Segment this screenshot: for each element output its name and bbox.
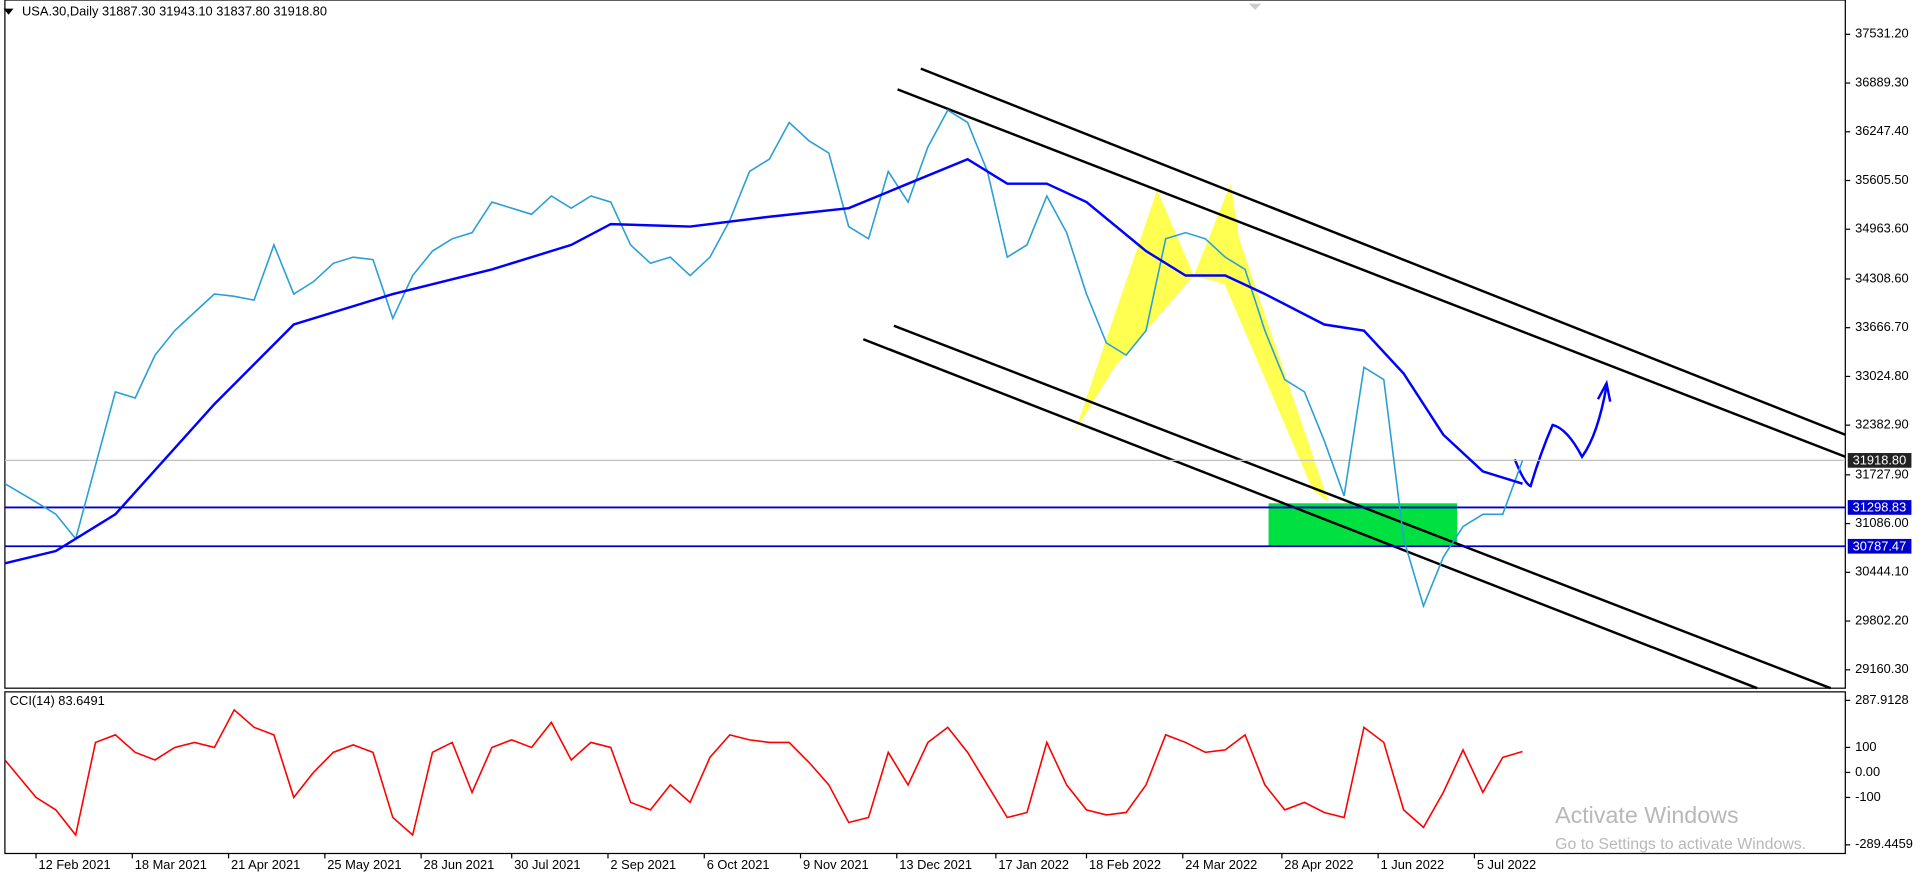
level-label-box xyxy=(1847,538,1912,554)
x-tick-label: 28 Jun 2021 xyxy=(424,857,495,872)
y-tick-label: -100 xyxy=(1855,789,1881,804)
y-tick-label: 37531.20 xyxy=(1855,26,1909,41)
y-tick-label: 33024.80 xyxy=(1855,368,1909,383)
y-tick-label: -289.4459 xyxy=(1855,836,1913,851)
x-tick-label: 12 Feb 2021 xyxy=(38,857,110,872)
last-price-label: 31918.80 xyxy=(1853,452,1907,467)
series-line xyxy=(4,708,1523,837)
channel-line xyxy=(862,338,1758,690)
pattern-left xyxy=(1075,189,1194,432)
level-label-box xyxy=(1847,500,1912,515)
level-label: 31298.83 xyxy=(1853,499,1907,514)
main-frame xyxy=(4,0,1846,689)
plot xyxy=(4,708,1523,837)
level-label: 30787.47 xyxy=(1853,538,1907,553)
y-tick-label: 287.9128 xyxy=(1855,692,1909,707)
x-tick-label: 6 Oct 2021 xyxy=(707,857,770,872)
x-tick-label: 17 Jan 2022 xyxy=(998,857,1069,872)
y-tick-label: 31086.00 xyxy=(1855,515,1909,530)
x-tick-label: 24 Mar 2022 xyxy=(1185,857,1257,872)
watermark-title: Activate Windows xyxy=(1555,802,1738,828)
cci-title: CCI(14) 83.6491 xyxy=(10,693,105,708)
pattern-right xyxy=(1193,183,1329,503)
y-tick-label: 34308.60 xyxy=(1855,270,1909,285)
x-tick-label: 9 Nov 2021 xyxy=(803,857,869,872)
x-tick-label: 28 Apr 2022 xyxy=(1284,857,1353,872)
y-tick-label: 35605.50 xyxy=(1855,172,1909,187)
chart-title: USA.30,Daily 31887.30 31943.10 31837.80 … xyxy=(22,4,327,19)
projection-arrow xyxy=(1513,379,1612,488)
watermark-text: Go to Settings to activate Windows. xyxy=(1555,836,1806,853)
channel-line xyxy=(897,88,1846,458)
series-line xyxy=(4,157,1523,565)
y-tick-label: 30444.10 xyxy=(1855,564,1909,579)
y-tick-label: 29802.20 xyxy=(1855,612,1909,627)
menu-arrow xyxy=(3,8,14,15)
y-tick-label: 33666.70 xyxy=(1855,319,1909,334)
x-tick-label: 21 Apr 2021 xyxy=(231,857,300,872)
x-tick-label: 5 Jul 2022 xyxy=(1477,857,1536,872)
x-tick-label: 18 Mar 2021 xyxy=(135,857,207,872)
y-tick-label: 31727.90 xyxy=(1855,466,1909,481)
x-tick-label: 30 Jul 2021 xyxy=(514,857,580,872)
y-tick-label: 32382.90 xyxy=(1855,417,1909,432)
channel-line xyxy=(920,67,1846,436)
y-tick-label: 0.00 xyxy=(1855,764,1880,779)
scroll-marker xyxy=(1248,3,1262,10)
y-tick-label: 36889.30 xyxy=(1855,74,1909,89)
y-tick-label: 29160.30 xyxy=(1855,661,1909,676)
y-tick-label: 100 xyxy=(1855,739,1876,754)
plot xyxy=(4,109,1846,609)
x-tick-label: 13 Dec 2021 xyxy=(899,857,972,872)
y-tick-label: 36247.40 xyxy=(1855,123,1909,138)
x-tick-label: 25 May 2021 xyxy=(327,857,401,872)
x-tick-label: 1 Jun 2022 xyxy=(1381,857,1445,872)
x-tick-label: 18 Feb 2022 xyxy=(1089,857,1161,872)
series-line xyxy=(4,109,1524,609)
x-tick-label: 2 Sep 2021 xyxy=(610,857,676,872)
last-price-box xyxy=(1847,453,1912,468)
y-tick-label: 34963.60 xyxy=(1855,221,1909,236)
